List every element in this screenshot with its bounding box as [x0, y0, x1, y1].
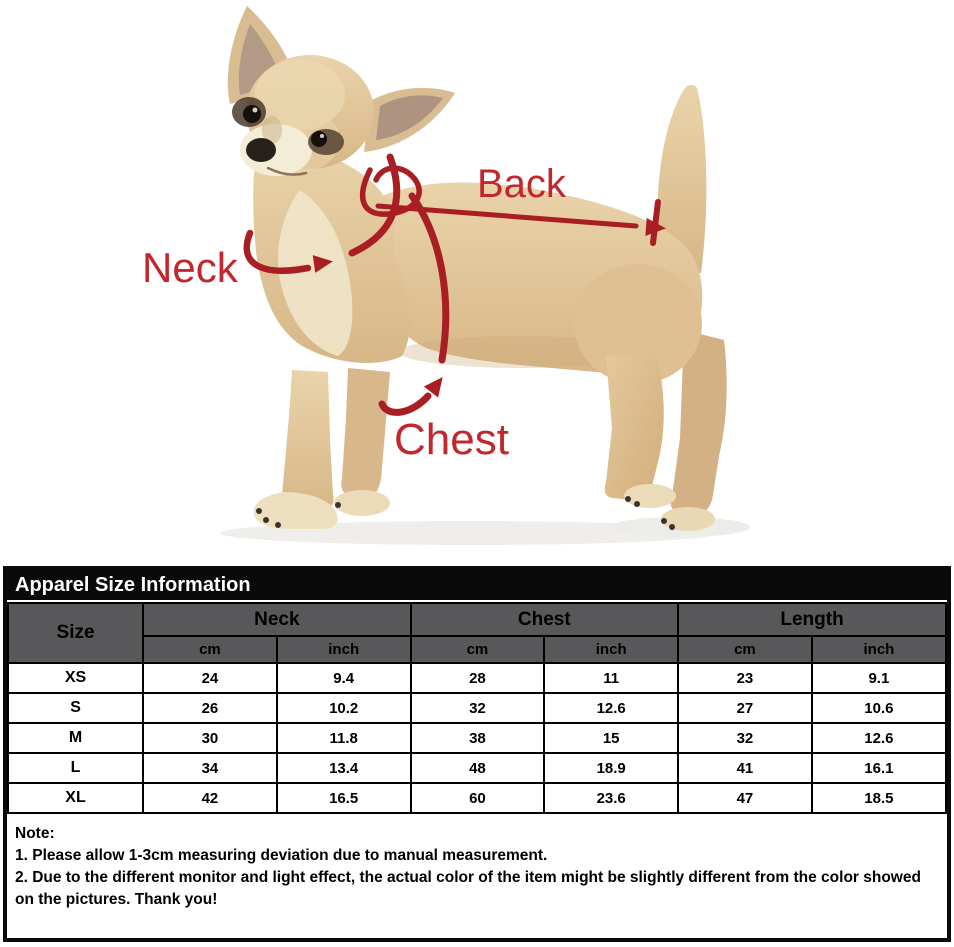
cell-value: 41: [677, 752, 813, 784]
chest-group-header: Chest: [409, 602, 680, 637]
length-group-header: Length: [677, 602, 947, 637]
size-label: XS: [6, 662, 145, 694]
dog-nose: [246, 138, 276, 162]
size-table: Size Neck Chest Length cm inch cm inch c…: [6, 602, 948, 814]
chest-inch-header: inch: [543, 635, 680, 664]
back-label: Back: [477, 162, 567, 206]
cell-value: 18.5: [810, 782, 948, 814]
cell-value: 11.8: [275, 722, 412, 754]
cell-value: 28: [409, 662, 546, 694]
measurement-diagram: Neck Back Chest: [142, 6, 750, 545]
cell-value: 16.1: [810, 752, 948, 784]
note-line-1: 1. Please allow 1-3cm measuring deviatio…: [15, 847, 548, 864]
cell-value: 27: [677, 692, 813, 724]
cell-value: 10.6: [810, 692, 948, 724]
size-label: M: [6, 722, 145, 754]
cell-value: 32: [409, 692, 546, 724]
measurement-annotations: [243, 153, 661, 416]
dog-head: [232, 55, 374, 176]
dog-eyes: [232, 97, 344, 155]
cell-value: 12.6: [543, 692, 680, 724]
dog-illustration: Neck Back Chest: [142, 6, 750, 545]
cell-value: 9.1: [810, 662, 948, 694]
chest-cm-header: cm: [409, 635, 546, 664]
size-label: XL: [6, 782, 145, 814]
neck-cm-header: cm: [142, 635, 278, 664]
chest-arrow-arc-small: [378, 392, 432, 416]
cell-value: 9.4: [275, 662, 412, 694]
dog-front-leg-far: [334, 368, 390, 516]
cell-value: 26: [142, 692, 278, 724]
neck-arrow-arc-left: [243, 229, 312, 274]
size-label: L: [6, 752, 145, 784]
dog-front-leg-near: [253, 370, 338, 529]
dog-rear-leg-near: [574, 264, 702, 508]
cell-value: 11: [543, 662, 680, 694]
cell-value: 32: [677, 722, 813, 754]
cell-value: 23: [677, 662, 813, 694]
cell-value: 48: [409, 752, 546, 784]
cell-value: 34: [142, 752, 278, 784]
chest-arrow-arc-long: [408, 192, 450, 364]
cell-value: 16.5: [275, 782, 412, 814]
dog-mouth: [266, 166, 308, 176]
cell-value: 60: [409, 782, 546, 814]
panel-title: Apparel Size Information: [7, 570, 947, 600]
cell-value: 38: [409, 722, 546, 754]
table-row-xs: XS 24 9.4 28 11 23 9.1: [6, 662, 948, 694]
cell-value: 42: [142, 782, 278, 814]
dog-neck: [253, 140, 411, 363]
table-row-l: L 34 13.4 48 18.9 41 16.1: [6, 752, 948, 784]
table-row-m: M 30 11.8 38 15 32 12.6: [6, 722, 948, 754]
neck-label: Neck: [142, 244, 239, 291]
chest-arrowhead: [423, 377, 443, 398]
chest-label: Chest: [394, 415, 509, 464]
group-header-row: Size Neck Chest Length: [6, 602, 947, 664]
cell-value: 23.6: [543, 782, 680, 814]
length-inch-header: inch: [810, 635, 948, 664]
length-cm-header: cm: [677, 635, 813, 664]
dog-tail: [657, 84, 707, 273]
cell-value: 12.6: [810, 722, 948, 754]
note-section: Note: 1. Please allow 1-3cm measuring de…: [7, 814, 947, 911]
table-row-xl: XL 42 16.5 60 23.6 47 18.5: [6, 782, 948, 814]
cell-value: 47: [677, 782, 813, 814]
dog-rear-leg-far: [661, 330, 727, 531]
note-heading: Note:: [15, 825, 55, 842]
neck-arrowhead: [312, 255, 333, 273]
size-label: S: [6, 692, 145, 724]
cell-value: 24: [142, 662, 278, 694]
back-end-tick: [650, 199, 661, 246]
size-info-panel: Apparel Size Information Size Neck Chest…: [3, 566, 951, 942]
neck-inch-header: inch: [275, 635, 412, 664]
cell-value: 18.9: [543, 752, 680, 784]
dog-right-ear: [364, 87, 455, 152]
neck-group-header: Neck: [142, 602, 412, 637]
back-arrowhead: [645, 218, 666, 236]
size-column-header: Size: [6, 602, 145, 664]
cell-value: 15: [543, 722, 680, 754]
table-row-s: S 26 10.2 32 12.6 27 10.6: [6, 692, 948, 724]
note-line-2: 2. Due to the different monitor and ligh…: [15, 869, 921, 908]
unit-header-row: cm inch cm inch cm inch: [8, 635, 948, 664]
cell-value: 10.2: [275, 692, 412, 724]
cell-value: 13.4: [275, 752, 412, 784]
cell-value: 30: [142, 722, 278, 754]
